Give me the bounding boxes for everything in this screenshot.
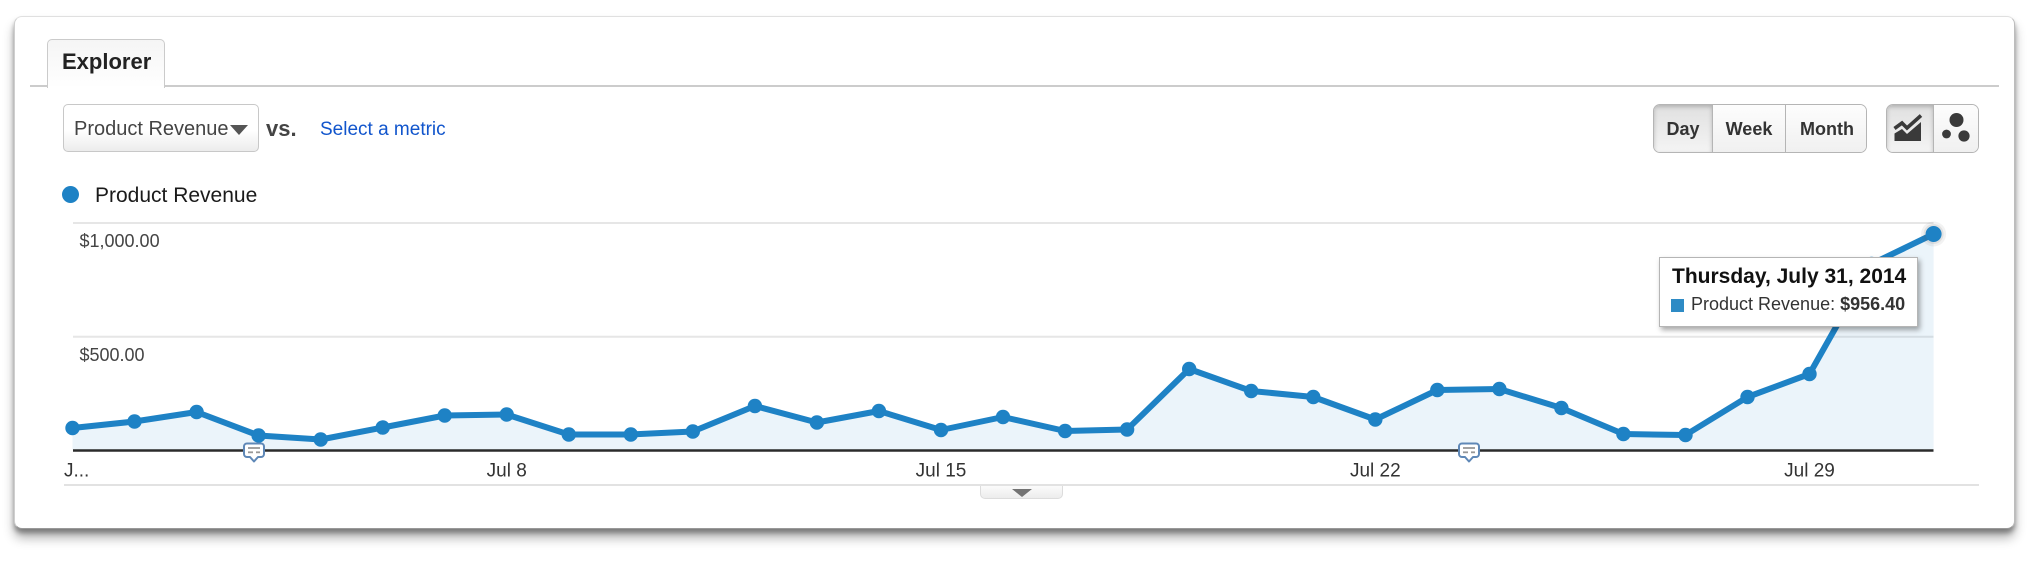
- svg-text:Jul 15: Jul 15: [916, 461, 967, 482]
- svg-text:$1,000.00: $1,000.00: [80, 231, 160, 251]
- svg-text:Jul 22: Jul 22: [1350, 461, 1401, 482]
- svg-text:Jul 29: Jul 29: [1784, 461, 1835, 482]
- svg-text:J...: J...: [64, 461, 89, 482]
- svg-text:$500.00: $500.00: [80, 345, 145, 365]
- svg-text:Jul 8: Jul 8: [487, 461, 527, 482]
